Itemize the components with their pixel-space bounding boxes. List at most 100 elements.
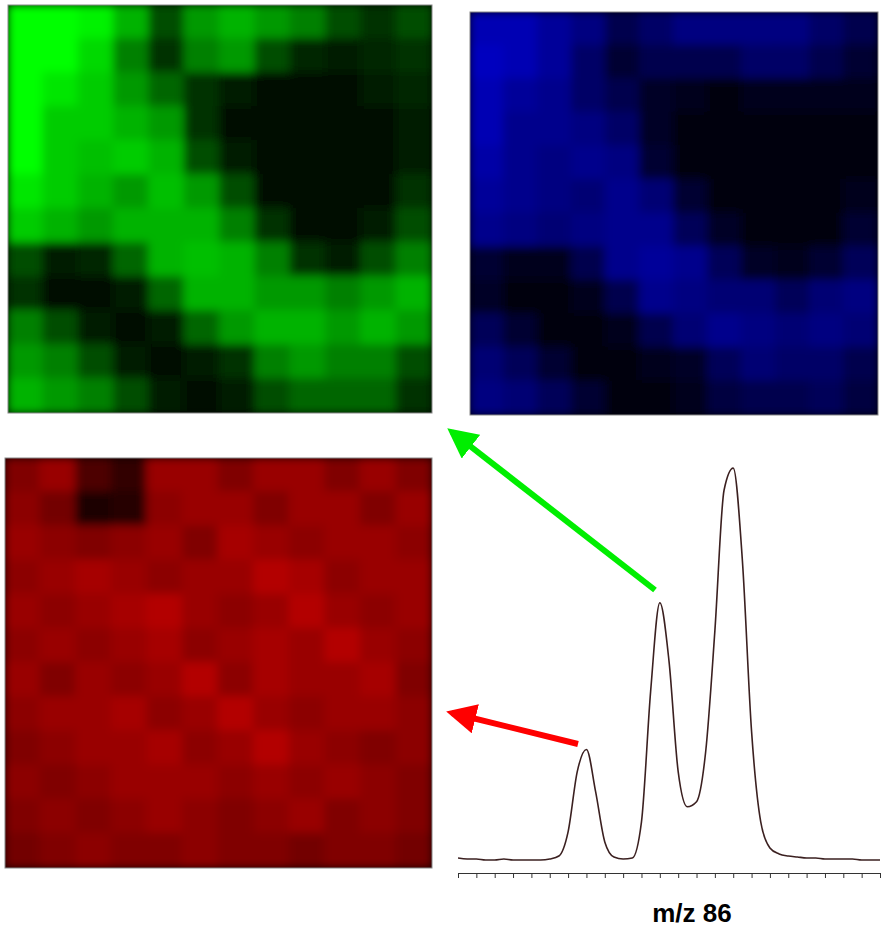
heatmap-cell bbox=[8, 5, 44, 40]
heatmap-cell bbox=[8, 276, 44, 312]
heatmap-cell bbox=[5, 662, 42, 698]
x-axis-line bbox=[459, 874, 881, 879]
heatmap-cell bbox=[537, 45, 573, 81]
x-tick bbox=[531, 873, 532, 878]
heatmap-cell bbox=[673, 78, 709, 114]
heatmap-cell bbox=[182, 662, 220, 698]
panel-frame bbox=[470, 12, 878, 415]
heatmap-cell bbox=[289, 594, 327, 630]
heatmap-cell bbox=[395, 696, 432, 732]
x-tick bbox=[862, 873, 863, 878]
heatmap-cell bbox=[253, 594, 291, 630]
x-tick-mark bbox=[531, 873, 532, 878]
heatmap-cell bbox=[75, 560, 113, 596]
heatmap-cell bbox=[325, 242, 362, 278]
heatmap-cell bbox=[325, 378, 362, 413]
heatmap-cell bbox=[843, 78, 878, 114]
heatmap-cell bbox=[111, 594, 149, 630]
heatmap-cell bbox=[218, 662, 256, 698]
heatmap-cell bbox=[571, 347, 607, 383]
heatmap-cell bbox=[360, 5, 397, 40]
heatmap-cell bbox=[218, 594, 256, 630]
heatmap-cell bbox=[707, 280, 743, 316]
heatmap-cell bbox=[360, 276, 397, 312]
heatmap-cell bbox=[470, 313, 505, 349]
heatmap-cell bbox=[360, 765, 398, 801]
heatmap-cell bbox=[503, 45, 539, 81]
heatmap-cell bbox=[639, 112, 675, 148]
heatmap-cell bbox=[254, 140, 291, 176]
heatmap-cell bbox=[182, 560, 220, 596]
heatmap-cell bbox=[325, 174, 362, 210]
heatmap-cell bbox=[113, 242, 150, 278]
heatmap-cell bbox=[253, 662, 291, 698]
heatmap-cell bbox=[673, 213, 709, 249]
heatmap-cell bbox=[219, 174, 256, 210]
heatmap-cell bbox=[218, 730, 256, 766]
x-axis bbox=[459, 873, 881, 878]
heatmap-cell bbox=[219, 242, 256, 278]
heatmap-cell bbox=[537, 145, 573, 181]
heatmap-cell bbox=[289, 833, 327, 868]
x-tick bbox=[458, 873, 459, 878]
plot-area bbox=[458, 468, 880, 860]
heatmap-cell bbox=[741, 145, 777, 181]
heatmap-cell bbox=[184, 140, 221, 176]
heatmap-cell bbox=[219, 378, 256, 413]
heatmap-cell bbox=[571, 246, 607, 282]
heatmap-cell bbox=[775, 145, 811, 181]
heatmap-cell bbox=[503, 12, 539, 47]
x-tick bbox=[825, 873, 826, 878]
x-tick-mark bbox=[770, 873, 771, 878]
heatmap-cell bbox=[324, 662, 362, 698]
heatmap-cell bbox=[8, 310, 44, 346]
heatmap-cell bbox=[605, 347, 641, 383]
heatmap-cell bbox=[605, 246, 641, 282]
heatmap-cell bbox=[218, 628, 256, 664]
heatmap-cell bbox=[289, 765, 327, 801]
panel-background bbox=[470, 12, 878, 415]
heatmap-cell bbox=[253, 560, 291, 596]
heatmap-cell bbox=[146, 833, 184, 868]
heatmap-cell bbox=[184, 208, 221, 244]
heatmap-cell bbox=[639, 145, 675, 181]
heatmap-cell bbox=[360, 628, 398, 664]
heatmap-cell bbox=[741, 313, 777, 349]
heatmap-cell bbox=[470, 246, 505, 282]
heatmap-cell bbox=[5, 628, 42, 664]
x-tick bbox=[678, 873, 679, 878]
heatmap-cell bbox=[605, 380, 641, 415]
heatmap-cell bbox=[324, 458, 362, 493]
heatmap-cell bbox=[503, 145, 539, 181]
heatmap-cell bbox=[571, 380, 607, 415]
heatmap-cell bbox=[360, 208, 397, 244]
heatmap-cell bbox=[75, 696, 113, 732]
heatmap-cell bbox=[639, 78, 675, 114]
x-tick bbox=[880, 873, 881, 878]
heatmap-cell bbox=[5, 833, 42, 868]
heatmap-cell bbox=[571, 45, 607, 81]
heatmap-cell bbox=[113, 106, 150, 142]
heatmap-cell bbox=[40, 833, 78, 868]
heatmap-cell bbox=[146, 730, 184, 766]
x-tick-mark bbox=[715, 873, 716, 878]
heatmap-cell bbox=[605, 280, 641, 316]
heatmap-cell bbox=[775, 246, 811, 282]
heatmap-cell bbox=[741, 112, 777, 148]
heatmap-cell bbox=[290, 310, 327, 346]
heatmap-cell bbox=[42, 106, 79, 142]
x-tick-mark bbox=[605, 873, 606, 878]
figure: m/z 86 bbox=[0, 0, 883, 930]
heatmap-cell bbox=[8, 174, 44, 210]
heatmap-cell bbox=[809, 112, 845, 148]
heatmap-cell bbox=[325, 276, 362, 312]
heatmap-cell bbox=[111, 696, 149, 732]
heatmap-cell bbox=[396, 344, 432, 380]
x-tick bbox=[697, 873, 698, 878]
heatmap-cell bbox=[8, 140, 44, 176]
heatmap-cell bbox=[741, 246, 777, 282]
heatmap-cell bbox=[639, 179, 675, 215]
heatmap-cell bbox=[254, 208, 291, 244]
heatmap-cell bbox=[809, 380, 845, 415]
heatmap-cell bbox=[184, 310, 221, 346]
